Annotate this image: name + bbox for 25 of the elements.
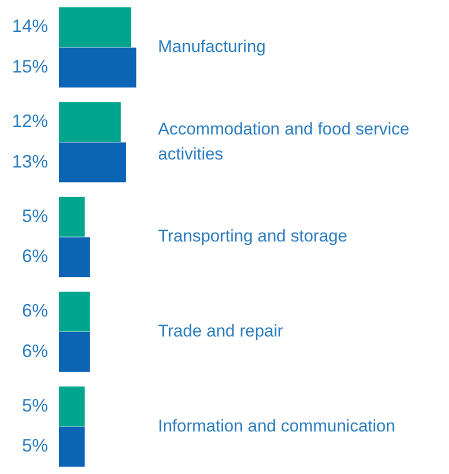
data-label: 6% (22, 340, 48, 361)
bar (59, 386, 85, 426)
bar (59, 48, 136, 88)
y-tick-label: Information and communication (158, 416, 396, 436)
bar (59, 196, 85, 237)
bar (59, 142, 126, 182)
bar (59, 332, 90, 372)
y-tick-label: Transporting and storage (158, 226, 348, 246)
bar (59, 292, 90, 332)
y-tick-label: Trade and repair (158, 321, 284, 340)
data-label: 5% (22, 206, 48, 226)
data-label: 12% (12, 111, 48, 132)
data-label: 6% (22, 300, 48, 321)
data-label: 15% (12, 56, 48, 77)
data-label: 5% (22, 395, 48, 416)
data-label: 14% (12, 16, 48, 36)
bar (59, 7, 132, 48)
y-tick-label: Manufacturing (158, 37, 266, 56)
bar (59, 426, 85, 467)
bar (59, 237, 90, 278)
data-label: 6% (22, 246, 48, 266)
data-label: 13% (12, 151, 48, 172)
bar (59, 102, 121, 142)
y-tick-label: Accommodation and food service activities (158, 119, 410, 164)
data-label: 5% (22, 436, 48, 456)
